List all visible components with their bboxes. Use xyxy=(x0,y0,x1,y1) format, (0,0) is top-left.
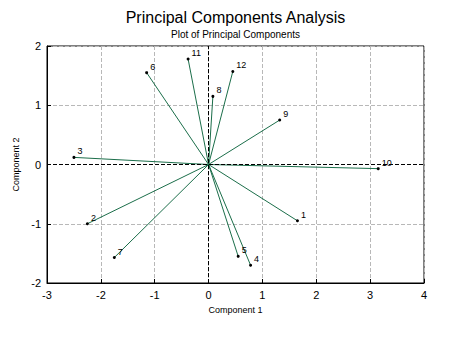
svg-text:12: 12 xyxy=(236,60,246,70)
svg-text:2: 2 xyxy=(313,289,319,301)
svg-text:2: 2 xyxy=(35,40,41,52)
svg-text:-2: -2 xyxy=(31,277,41,289)
svg-text:9: 9 xyxy=(283,109,288,119)
svg-text:4: 4 xyxy=(421,289,427,301)
svg-text:Principal Components Analysis: Principal Components Analysis xyxy=(126,9,346,26)
svg-text:-1: -1 xyxy=(31,218,41,230)
svg-text:-1: -1 xyxy=(150,289,160,301)
svg-text:Component 1: Component 1 xyxy=(208,305,262,315)
svg-text:-3: -3 xyxy=(42,289,52,301)
svg-text:2: 2 xyxy=(91,213,96,223)
svg-text:0: 0 xyxy=(35,159,41,171)
svg-text:5: 5 xyxy=(242,245,247,255)
svg-text:4: 4 xyxy=(254,254,259,264)
svg-text:Plot of Principal Components: Plot of Principal Components xyxy=(171,29,300,40)
svg-text:11: 11 xyxy=(192,48,201,58)
svg-text:8: 8 xyxy=(216,85,221,95)
svg-text:3: 3 xyxy=(77,146,82,156)
svg-text:7: 7 xyxy=(118,247,123,257)
svg-text:0: 0 xyxy=(206,289,212,301)
svg-text:10: 10 xyxy=(382,158,392,168)
svg-text:-2: -2 xyxy=(96,289,106,301)
svg-text:1: 1 xyxy=(301,210,306,220)
svg-text:3: 3 xyxy=(367,289,373,301)
svg-text:6: 6 xyxy=(150,62,155,72)
svg-text:1: 1 xyxy=(35,99,41,111)
svg-text:1: 1 xyxy=(259,289,265,301)
svg-text:Component 2: Component 2 xyxy=(11,137,21,191)
